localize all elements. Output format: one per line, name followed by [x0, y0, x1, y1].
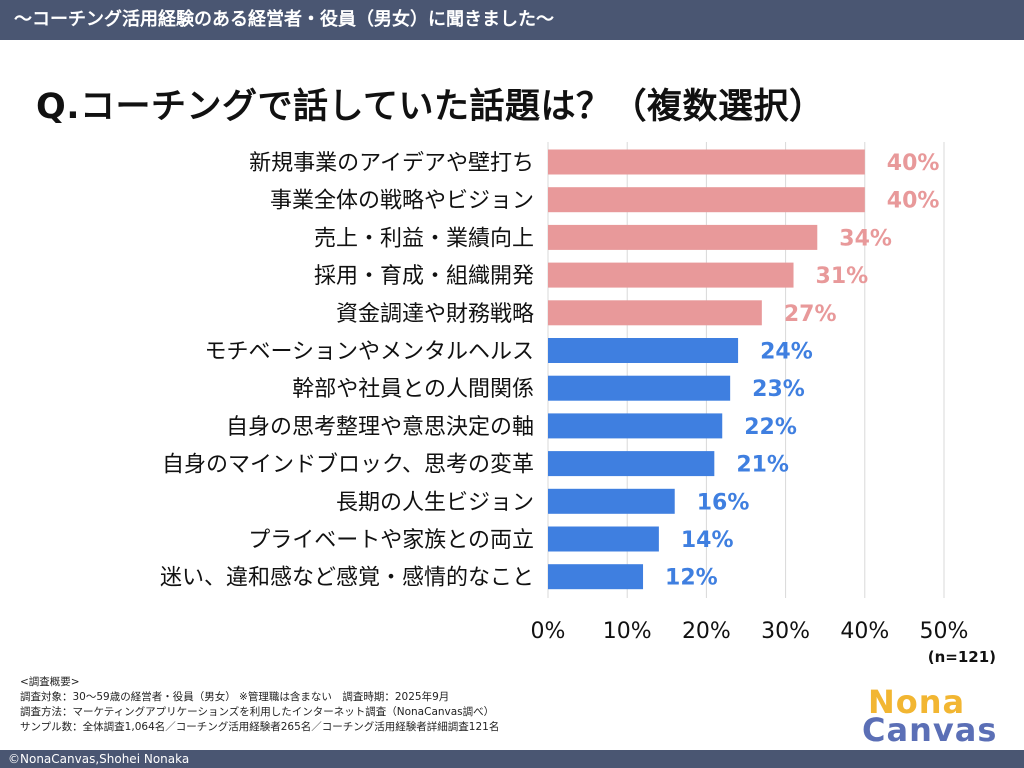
- bar: [548, 224, 818, 250]
- category-label: モチベーションやメンタルヘルス: [204, 340, 534, 365]
- x-tick-label: 20%: [682, 619, 731, 644]
- survey-notes-heading: <調査概要>: [20, 676, 80, 688]
- bar: [548, 300, 762, 326]
- category-label: 売上・利益・業績向上: [314, 226, 534, 251]
- bar: [548, 526, 659, 552]
- category-label: 長期の人生ビジョン: [336, 490, 534, 515]
- category-label: 迷い、違和感など感覚・感情的なこと: [160, 566, 534, 591]
- survey-notes: <調査概要> 調査対象：30〜59歳の経営者・役員（男女） ※管理職は含まない …: [20, 675, 499, 735]
- value-label: 16%: [697, 490, 750, 515]
- survey-notes-target: 調査対象：30〜59歳の経営者・役員（男女） ※管理職は含まない 調査時期：20…: [20, 691, 450, 703]
- value-label: 14%: [681, 528, 734, 553]
- value-label: 40%: [887, 151, 940, 176]
- category-label: プライベートや家族との両立: [248, 528, 534, 553]
- survey-notes-sample: サンプル数：全体調査1,064名／コーチング活用経験者265名／コーチング活用経…: [20, 721, 500, 733]
- category-label: 自身のマインドブロック、思考の変革: [162, 453, 534, 478]
- value-label: 31%: [816, 264, 869, 289]
- value-label: 40%: [887, 189, 940, 214]
- category-label: 採用・育成・組織開発: [314, 264, 534, 289]
- value-label: 23%: [752, 377, 805, 402]
- value-label: 27%: [784, 302, 837, 327]
- category-label: 資金調達や財務戦略: [336, 302, 534, 327]
- logo-line2: Canvas: [862, 711, 998, 749]
- x-tick-label: 0%: [531, 619, 566, 644]
- category-label: 自身の思考整理や意思決定の軸: [226, 415, 534, 440]
- header-title: 〜コーチング活用経験のある経営者・役員（男女）に聞きました〜: [14, 9, 554, 30]
- category-label: 幹部や社員との人間関係: [292, 377, 534, 402]
- bar: [548, 375, 731, 401]
- bar: [548, 564, 644, 590]
- category-label: 新規事業のアイデアや壁打ち: [249, 151, 534, 176]
- bar: [548, 149, 865, 175]
- bar: [548, 488, 675, 514]
- value-label: 21%: [736, 453, 789, 478]
- value-label: 34%: [839, 226, 892, 251]
- footer-bar: ©NonaCanvas,Shohei Nonaka: [0, 750, 1024, 768]
- bar: [548, 413, 723, 439]
- footer-copyright: ©NonaCanvas,Shohei Nonaka: [8, 752, 190, 766]
- bar: [548, 187, 865, 213]
- x-tick-label: 50%: [920, 619, 969, 644]
- logo-line1: Nona: [868, 683, 966, 721]
- question-title: Q.コーチングで話していた話題は？（複数選択）: [36, 87, 825, 127]
- header-banner: 〜コーチング活用経験のある経営者・役員（男女）に聞きました〜: [0, 0, 1024, 40]
- value-label: 12%: [665, 566, 718, 591]
- x-tick-label: 10%: [603, 619, 652, 644]
- bar-chart: 0% 10% 20% 30% 40% 50% 新規事業のアイデアや壁打ち 40% 事業全体の戦略…: [160, 142, 996, 666]
- bar: [548, 451, 715, 477]
- nonacanvas-logo: Nona Canvas: [862, 683, 1012, 749]
- value-label: 24%: [760, 340, 813, 365]
- bar: [548, 338, 739, 363]
- bar: [548, 262, 794, 288]
- survey-notes-method: 調査方法：マーケティングアプリケーションズを利用したインターネット調査（Nona…: [20, 706, 495, 718]
- value-label: 22%: [744, 415, 797, 440]
- sample-size-label: (n=121): [928, 648, 996, 666]
- x-tick-label: 30%: [761, 619, 810, 644]
- category-label: 事業全体の戦略やビジョン: [270, 189, 534, 214]
- x-tick-label: 40%: [840, 619, 889, 644]
